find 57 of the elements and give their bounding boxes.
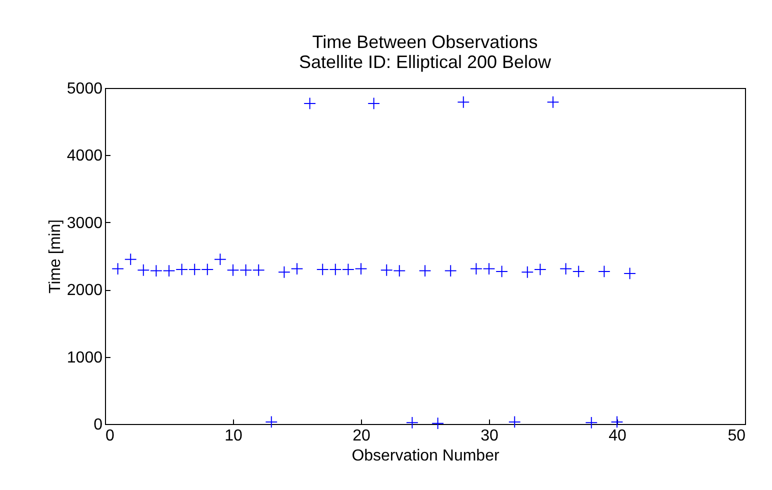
point (278, 266, 290, 278)
x-axis-title: Observation Number (352, 448, 500, 464)
x-tick-label: 30 (480, 428, 498, 444)
y-tick-label: 0 (94, 416, 103, 434)
y-tick-label: 4000 (66, 148, 103, 165)
y-tick-label: 1000 (66, 349, 103, 366)
point (598, 265, 610, 278)
chart-subtitle: Satellite ID: Elliptical 200 Below (298, 52, 552, 72)
point (418, 264, 432, 277)
chart-title: Time Between Observations (312, 32, 538, 52)
x-tick-label: 0 (106, 428, 114, 444)
point (560, 262, 572, 275)
point (380, 264, 393, 276)
x-tick-label: 40 (608, 428, 626, 444)
point (368, 97, 380, 110)
point (162, 264, 176, 277)
point (470, 262, 482, 275)
point (214, 253, 226, 266)
point (304, 97, 316, 110)
point (393, 264, 406, 277)
point (496, 265, 508, 278)
point (176, 263, 188, 276)
point (546, 96, 560, 108)
y-tick-label: 2000 (66, 282, 103, 300)
point (624, 267, 636, 280)
point (240, 264, 252, 276)
point (290, 262, 304, 275)
point (508, 416, 521, 428)
x-tick-label: 50 (728, 428, 746, 444)
point (457, 96, 470, 108)
point (406, 416, 418, 429)
point (354, 262, 368, 275)
point (137, 264, 150, 276)
point (112, 262, 124, 275)
point (610, 416, 624, 428)
point (316, 263, 329, 276)
point (534, 263, 546, 276)
point (252, 264, 265, 276)
point (265, 416, 278, 428)
point (201, 263, 214, 276)
point (342, 263, 354, 276)
point (585, 416, 598, 429)
point (572, 265, 585, 278)
y-tick-label: 5000 (66, 80, 103, 98)
point (482, 262, 496, 275)
point (188, 263, 201, 276)
point (521, 266, 534, 278)
point (226, 264, 240, 276)
point (124, 253, 137, 266)
point (329, 263, 342, 276)
y-tick-label: 3000 (66, 214, 103, 232)
x-tick-label: 20 (352, 428, 370, 444)
point (432, 417, 444, 430)
point (150, 264, 162, 277)
x-tick-label: 10 (224, 428, 242, 444)
point (444, 264, 457, 277)
y-axis-title: Time [min] (46, 219, 64, 294)
